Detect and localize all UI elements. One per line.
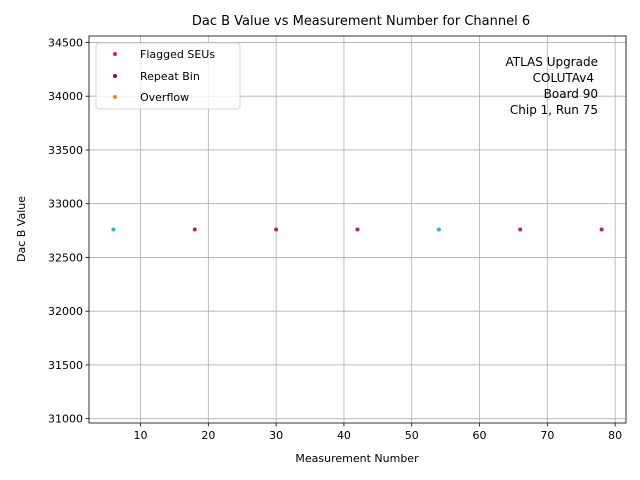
y-tick-label: 32000 — [48, 305, 83, 318]
legend-marker-overflow — [113, 95, 117, 99]
x-tick-label: 40 — [337, 429, 351, 442]
x-tick-label: 80 — [608, 429, 622, 442]
data-points — [111, 227, 604, 232]
annotation: ATLAS Upgrade COLUTAv4 Board 90 Chip 1, … — [505, 55, 598, 117]
x-tick-label: 60 — [473, 429, 487, 442]
annotation-line: ATLAS Upgrade — [505, 55, 598, 69]
annotation-line: Board 90 — [544, 87, 598, 101]
x-tick-label: 30 — [269, 429, 283, 442]
plot-frame — [88, 35, 627, 424]
data-point — [192, 227, 197, 232]
legend-label-flagged-seus: Flagged SEUs — [140, 48, 215, 61]
legend-box — [95, 42, 241, 110]
data-point — [518, 227, 523, 232]
axis-ticks: 10 20 30 40 50 60 70 80 31000 31500 32000 32500 3300… — [48, 36, 622, 442]
y-tick-label: 33500 — [48, 144, 83, 157]
legend-marker-flagged-seus — [113, 52, 117, 56]
annotation-line: COLUTAv4 — [533, 71, 594, 85]
y-tick-label: 34500 — [48, 36, 83, 49]
y-tick-label: 33000 — [48, 198, 83, 211]
grid-lines — [89, 36, 626, 423]
x-tick-label: 70 — [540, 429, 554, 442]
legend-marker-repeat-bin — [113, 74, 117, 78]
data-point — [355, 227, 360, 232]
x-axis-label: Measurement Number — [295, 452, 419, 465]
y-tick-label: 31500 — [48, 359, 83, 372]
data-point — [436, 227, 441, 232]
legend-label-overflow: Overflow — [140, 91, 189, 104]
legend: Flagged SEUs Repeat Bin Overflow — [95, 42, 241, 110]
data-point — [274, 227, 279, 232]
data-point — [111, 227, 116, 232]
legend-label-repeat-bin: Repeat Bin — [140, 70, 200, 83]
chart-title: Dac B Value vs Measurement Number for Ch… — [192, 14, 530, 29]
data-point — [599, 227, 604, 232]
annotation-line: Chip 1, Run 75 — [510, 103, 598, 117]
y-tick-label: 34000 — [48, 90, 83, 103]
y-tick-label: 32500 — [48, 251, 83, 264]
x-tick-label: 50 — [405, 429, 419, 442]
y-axis-label: Dac B Value — [15, 196, 28, 262]
y-tick-label: 31000 — [48, 413, 83, 426]
x-tick-label: 10 — [134, 429, 148, 442]
x-tick-label: 20 — [201, 429, 215, 442]
